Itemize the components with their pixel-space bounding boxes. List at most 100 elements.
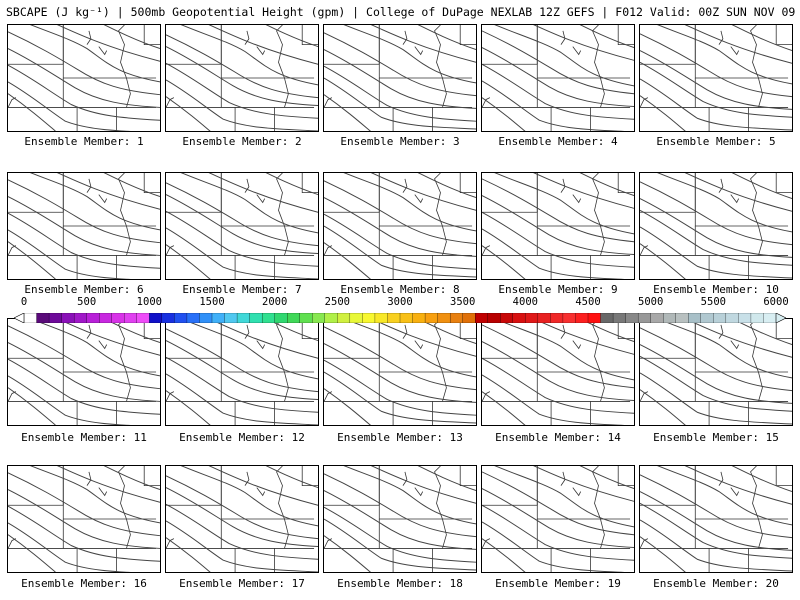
colorbar-swatch <box>537 312 551 324</box>
colorbar-swatch <box>525 312 539 324</box>
ensemble-map-18 <box>323 465 477 573</box>
colorbar-swatch <box>36 312 50 324</box>
ensemble-map-3 <box>323 24 477 132</box>
ensemble-map-17 <box>165 465 319 573</box>
colorbar-swatch <box>324 312 338 324</box>
ensemble-map-5 <box>639 24 793 132</box>
colorbar-swatch <box>362 312 376 324</box>
colorbar-tick-labels: 0 500 1000 1500 2000 2500 3000 3500 4000 4500 5000… <box>0 296 800 308</box>
colorbar-swatch <box>512 312 526 324</box>
colorbar-swatch <box>713 312 727 324</box>
colorbar-swatch <box>236 312 251 324</box>
ensemble-map-11 <box>7 318 161 426</box>
colorbar-high-arrow <box>775 312 787 324</box>
colorbar-swatch <box>287 312 301 324</box>
ensemble-map-4 <box>481 24 635 132</box>
colorbar-swatch <box>387 312 401 324</box>
colorbar-swatch <box>412 312 426 324</box>
colorbar-tick-label: 3000 <box>387 296 413 308</box>
ensemble-member-label: Ensemble Member: 1 <box>24 135 144 148</box>
colorbar-swatch <box>550 312 564 324</box>
ensemble-member-label: Ensemble Member: 18 <box>337 577 463 590</box>
colorbar-swatch <box>73 312 88 324</box>
ensemble-map-12 <box>165 318 319 426</box>
colorbar-swatch <box>374 312 388 324</box>
colorbar-swatch <box>462 312 476 324</box>
colorbar-swatch <box>449 312 464 324</box>
colorbar-swatch <box>612 312 627 324</box>
colorbar-tick-label: 5500 <box>700 296 726 308</box>
colorbar-tick-label: 5000 <box>638 296 664 308</box>
colorbar-swatch <box>186 312 200 324</box>
colorbar-tick-label: 0 <box>20 296 28 308</box>
ensemble-map-1 <box>7 24 161 132</box>
colorbar-swatch <box>650 312 664 324</box>
colorbar-swatch <box>663 312 677 324</box>
ensemble-member-label: Ensemble Member: 2 <box>182 135 302 148</box>
colorbar-swatch <box>274 312 288 324</box>
ensemble-map-13 <box>323 318 477 426</box>
colorbar-swatch <box>562 312 576 324</box>
colorbar-swatch <box>688 312 702 324</box>
ensemble-map-7 <box>165 172 319 280</box>
ensemble-member-label: Ensemble Member: 8 <box>340 283 460 296</box>
colorbar-swatch <box>61 312 75 324</box>
ensemble-map-19 <box>481 465 635 573</box>
ensemble-member-label: Ensemble Member: 16 <box>21 577 147 590</box>
ensemble-map-20 <box>639 465 793 573</box>
colorbar-swatch <box>299 312 313 324</box>
colorbar-tick-label: 2500 <box>324 296 350 308</box>
ensemble-map-14 <box>481 318 635 426</box>
colorbar-swatch <box>111 312 125 324</box>
colorbar-tick-label: 6000 <box>763 296 789 308</box>
ensemble-member-label: Ensemble Member: 15 <box>653 431 779 444</box>
colorbar-swatch <box>224 312 238 324</box>
colorbar-swatch <box>437 312 451 324</box>
ensemble-member-label: Ensemble Member: 4 <box>498 135 618 148</box>
colorbar-swatch <box>725 312 739 324</box>
colorbar-swatch <box>312 312 326 324</box>
ensemble-map-2 <box>165 24 319 132</box>
ensemble-member-label: Ensemble Member: 13 <box>337 431 463 444</box>
colorbar-swatch <box>424 312 439 324</box>
ensemble-member-label: Ensemble Member: 3 <box>340 135 460 148</box>
colorbar-tick-label: 500 <box>77 296 97 308</box>
colorbar-tick-label: 1500 <box>199 296 225 308</box>
ensemble-member-label: Ensemble Member: 20 <box>653 577 779 590</box>
colorbar-swatch <box>99 312 113 324</box>
colorbar-swatch <box>261 312 276 324</box>
colorbar-swatch <box>161 312 175 324</box>
colorbar-swatch <box>349 312 363 324</box>
colorbar-swatch <box>600 312 614 324</box>
colorbar-swatch <box>23 312 37 324</box>
colorbar-swatch <box>136 312 150 324</box>
colorbar-swatch <box>700 312 714 324</box>
ensemble-member-label: Ensemble Member: 11 <box>21 431 147 444</box>
ensemble-map-15 <box>639 318 793 426</box>
colorbar-swatch <box>738 312 752 324</box>
colorbar-swatch <box>487 312 501 324</box>
ensemble-member-label: Ensemble Member: 5 <box>656 135 776 148</box>
colorbar-tick-label: 4500 <box>575 296 601 308</box>
ensemble-member-label: Ensemble Member: 19 <box>495 577 621 590</box>
ensemble-member-label: Ensemble Member: 7 <box>182 283 302 296</box>
ensemble-member-label: Ensemble Member: 10 <box>653 283 779 296</box>
colorbar-swatch <box>637 312 652 324</box>
colorbar-swatch <box>575 312 589 324</box>
colorbar-tick-label: 4000 <box>512 296 538 308</box>
colorbar-swatch <box>337 312 351 324</box>
colorbar-swatch <box>86 312 100 324</box>
colorbar-swatch <box>249 312 263 324</box>
colorbar-swatch <box>124 312 138 324</box>
colorbar-swatch <box>500 312 514 324</box>
colorbar-swatch <box>174 312 188 324</box>
colorbar-swatch <box>587 312 601 324</box>
ensemble-member-label: Ensemble Member: 6 <box>24 283 144 296</box>
ensemble-member-label: Ensemble Member: 17 <box>179 577 305 590</box>
colorbar-swatch <box>625 312 639 324</box>
ensemble-map-16 <box>7 465 161 573</box>
colorbar-swatch <box>211 312 225 324</box>
colorbar-swatch <box>149 312 163 324</box>
map-title: SBCAPE (J kg⁻¹) | 500mb Geopotential Hei… <box>6 5 800 19</box>
colorbar-swatch <box>48 312 63 324</box>
